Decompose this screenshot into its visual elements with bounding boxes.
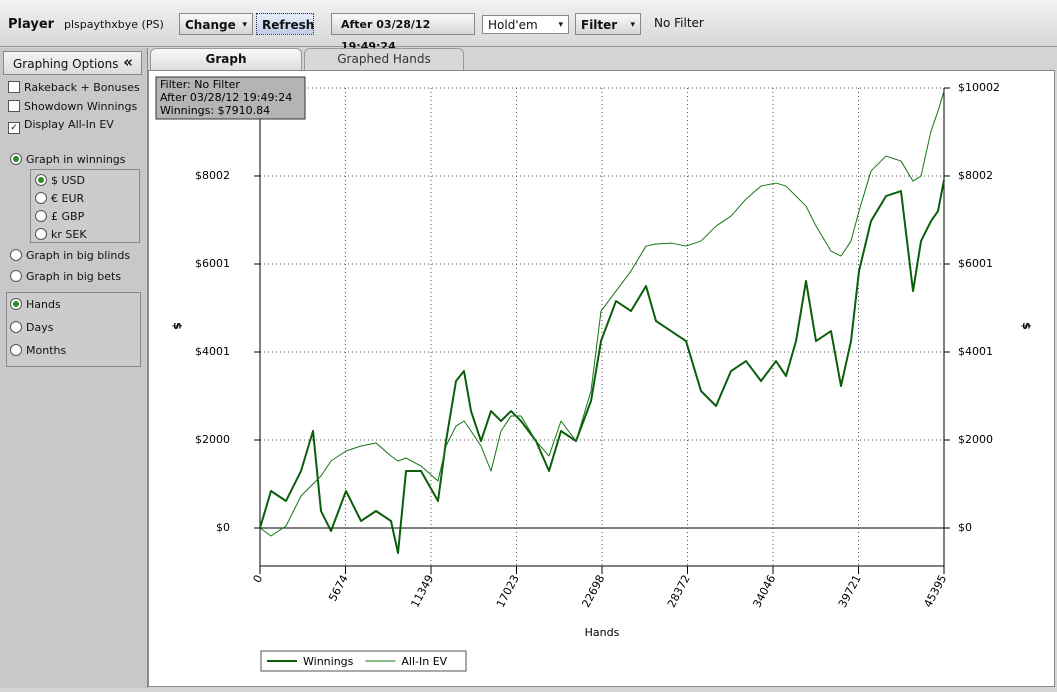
period-group	[6, 292, 141, 367]
radio-option[interactable]: Days	[10, 321, 53, 334]
radio[interactable]	[10, 321, 22, 333]
option-label: Graph in big blinds	[26, 249, 131, 262]
tooltip-text: Filter: No Filter	[160, 78, 240, 91]
y2-axis-label: $	[1020, 322, 1033, 330]
chart: $0 $0 $2000 $2000 $4001 $4001 $6001 $6001 $8002 $…	[148, 70, 1055, 687]
tooltip	[155, 76, 306, 120]
radio[interactable]	[10, 270, 22, 282]
option-label: € EUR	[51, 192, 85, 205]
game-select[interactable]: Hold'em	[482, 15, 569, 35]
y2-tick-label: $0	[958, 521, 972, 534]
series-line	[259, 90, 945, 537]
player-name: plspaythxbye (PS)	[64, 18, 164, 31]
radio-option[interactable]: kr SEK	[35, 228, 87, 241]
x-tick-label: 34046	[750, 573, 778, 610]
checkbox[interactable]: ✓	[8, 122, 20, 134]
x-tick-label: 17023	[494, 573, 522, 610]
y-tick-label: $2000	[195, 433, 230, 446]
tooltip-text: After 03/28/12 19:49:24	[160, 91, 292, 104]
x-tick-label: 0	[251, 573, 266, 585]
x-tick-label: 5674	[326, 573, 351, 604]
x-tick-label: 28372	[665, 573, 693, 610]
legend-label: All-In EV	[401, 655, 447, 668]
y-tick-label: $0	[216, 521, 230, 534]
checkbox[interactable]	[8, 99, 20, 112]
radio[interactable]	[35, 192, 47, 204]
tooltip-text: Winnings: $7910.84	[160, 104, 270, 117]
x-tick-label: 22698	[579, 573, 607, 610]
radio[interactable]	[10, 249, 22, 261]
radio-option[interactable]: $ USD	[35, 174, 85, 187]
x-tick-label: 39721	[836, 573, 864, 610]
option-label: kr SEK	[51, 228, 87, 241]
date-filter-button[interactable]: After 03/28/12 19:49:24	[331, 13, 475, 53]
currency-group	[30, 169, 140, 243]
radio[interactable]	[10, 298, 22, 310]
sidebar-title: Graphing Options	[13, 57, 119, 71]
sidebar-header: Graphing Options «	[3, 51, 142, 75]
checkbox[interactable]	[8, 81, 20, 93]
y2-tick-label: $2000	[958, 433, 993, 446]
toolbar: Player plspaythxbye (PS) Change Refresh …	[0, 0, 1057, 53]
x-axis-label: Hands	[585, 626, 620, 639]
checkbox-option[interactable]: Showdown Winnings	[8, 99, 138, 113]
refresh-button[interactable]: Refresh	[256, 13, 314, 35]
collapse-button[interactable]: «	[123, 53, 133, 71]
legend-label: Winnings	[303, 655, 354, 668]
radio[interactable]	[35, 210, 47, 222]
option-label: £ GBP	[51, 210, 85, 223]
radio[interactable]	[10, 153, 22, 165]
filter-button[interactable]: Filter	[575, 13, 641, 36]
radio-option[interactable]: Months	[10, 344, 66, 357]
x-tick-label: 45395	[921, 573, 949, 610]
radio[interactable]	[35, 174, 47, 186]
y-tick-label: $8002	[195, 169, 230, 182]
option-label: Days	[26, 321, 54, 334]
y2-tick-label: $10002	[958, 81, 1000, 94]
option-label: Rakeback + Bonuses	[24, 81, 140, 94]
option-label: $ USD	[51, 174, 85, 187]
option-label: Months	[26, 344, 67, 357]
tab[interactable]: Graph	[150, 48, 302, 70]
sidebar: Graphing Options « Rakeback + Bonuses Sho…	[0, 48, 148, 688]
checkbox-option[interactable]: Rakeback + Bonuses	[8, 81, 140, 94]
tab[interactable]: Graphed Hands	[304, 48, 464, 70]
radio-option[interactable]: Graph in big blinds	[10, 249, 130, 262]
option-label: Graph in big bets	[26, 270, 122, 283]
y2-tick-label: $6001	[958, 257, 993, 270]
legend	[260, 650, 467, 672]
filter-status: No Filter	[654, 16, 704, 30]
radio[interactable]	[10, 344, 22, 356]
option-label: Hands	[26, 298, 61, 311]
y-axis-label: $	[171, 322, 184, 330]
y2-tick-label: $4001	[958, 345, 993, 358]
radio-option[interactable]: Graph in big bets	[10, 270, 121, 283]
radio-option[interactable]: Hands	[10, 298, 61, 311]
option-label: Display All-In EV	[24, 118, 114, 131]
x-tick-label: 11349	[408, 573, 436, 610]
y-tick-label: $6001	[195, 257, 230, 270]
radio-option[interactable]: £ GBP	[35, 210, 84, 223]
radio-option[interactable]: Graph in winnings	[10, 153, 126, 166]
y-tick-label: $4001	[195, 345, 230, 358]
radio[interactable]	[35, 228, 47, 240]
y2-tick-label: $8002	[958, 169, 993, 182]
option-label: Graph in winnings	[26, 153, 126, 166]
option-label: Showdown Winnings	[24, 99, 138, 113]
player-label: Player	[8, 17, 55, 32]
checkbox-option[interactable]: ✓ Display All-In EV	[8, 118, 114, 134]
change-button[interactable]: Change	[179, 13, 253, 36]
radio-option[interactable]: € EUR	[35, 192, 84, 205]
series-line	[259, 179, 945, 554]
